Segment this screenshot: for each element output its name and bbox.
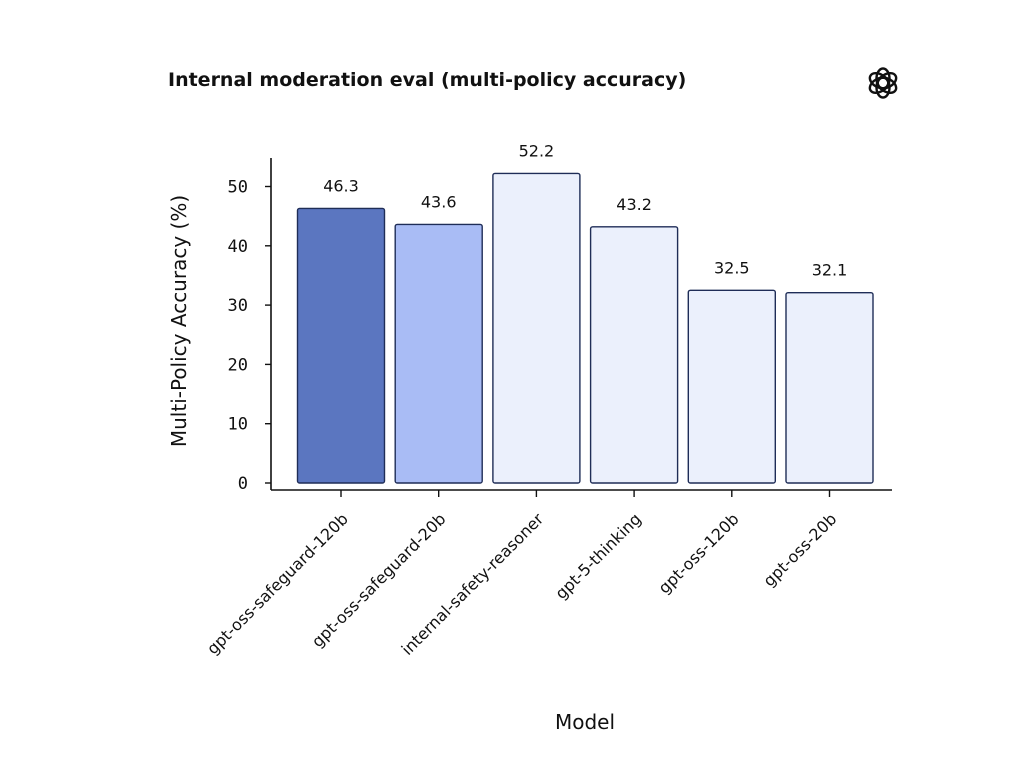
value-label-gpt-oss-safeguard-20b: 43.6 xyxy=(421,192,457,211)
x-tick-label-gpt-oss-120b: gpt-oss-120b xyxy=(655,509,743,597)
value-label-gpt-oss-20b: 32.1 xyxy=(812,261,848,280)
y-tick-label: 50 xyxy=(228,178,248,198)
bar-gpt-5-thinking xyxy=(589,226,679,484)
x-tick-label-gpt-oss-20b: gpt-oss-20b xyxy=(759,509,840,590)
value-label-gpt-oss-120b: 32.5 xyxy=(714,258,750,277)
value-label-gpt-5-thinking: 43.2 xyxy=(616,195,652,214)
y-axis-label: Multi-Policy Accuracy (%) xyxy=(167,195,191,447)
y-tick-label: 0 xyxy=(238,474,248,494)
bar-internal-safety-reasoner xyxy=(492,172,581,484)
y-tick-label: 20 xyxy=(228,355,248,375)
y-tick-label: 30 xyxy=(228,296,248,316)
y-tick-label: 40 xyxy=(228,237,248,257)
bar-gpt-oss-20b xyxy=(785,291,874,484)
value-label-internal-safety-reasoner: 52.2 xyxy=(519,141,555,160)
x-tick-label-gpt-5-thinking: gpt-5-thinking xyxy=(551,509,645,603)
bar-gpt-oss-safeguard-20b xyxy=(394,223,483,484)
openai-logo-icon xyxy=(868,67,898,99)
bar-gpt-oss-120b xyxy=(687,289,776,484)
bar-gpt-oss-safeguard-120b xyxy=(296,207,386,484)
chart-title: Internal moderation eval (multi-policy a… xyxy=(168,69,686,91)
y-tick-label: 10 xyxy=(228,415,248,435)
value-label-gpt-oss-safeguard-120b: 46.3 xyxy=(323,176,359,195)
x-axis-label: Model xyxy=(555,710,615,734)
